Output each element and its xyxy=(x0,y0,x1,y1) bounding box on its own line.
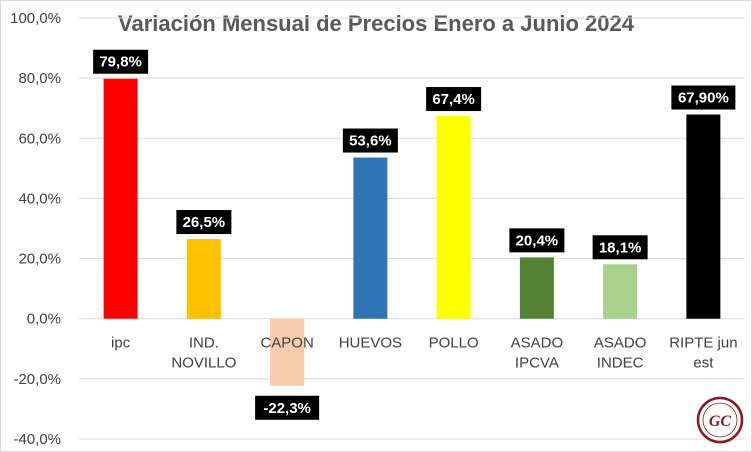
category-label: IND. NOVILLO xyxy=(171,335,236,372)
data-label-box xyxy=(426,87,482,112)
y-tick-label: 100,0% xyxy=(10,10,61,27)
data-label: 20,4% xyxy=(516,232,559,249)
data-label-box xyxy=(671,85,736,110)
y-tick-label: -40,0% xyxy=(13,431,61,448)
chart-title: Variación Mensual de Precios Enero a Jun… xyxy=(118,11,634,36)
y-tick-label: 0,0% xyxy=(27,311,61,328)
gc-logo: GC xyxy=(696,396,744,444)
data-label-box xyxy=(93,49,149,74)
data-label: 67,90% xyxy=(678,90,729,107)
category-label: ipc xyxy=(111,335,131,352)
y-tick-label: -20,0% xyxy=(13,371,61,388)
logo-text: GC xyxy=(709,413,732,430)
data-label: -22,3% xyxy=(263,400,311,417)
data-label-box xyxy=(592,235,648,260)
data-label: 67,4% xyxy=(432,91,475,108)
category-label: RIPTE jun est xyxy=(669,335,737,372)
bar xyxy=(353,157,388,319)
data-label: 18,1% xyxy=(599,239,642,256)
data-label-box xyxy=(342,128,398,153)
bar xyxy=(270,318,305,386)
y-tick-label: 60,0% xyxy=(18,130,61,147)
bar xyxy=(603,264,638,319)
data-label: 53,6% xyxy=(349,133,392,150)
bar xyxy=(186,239,221,319)
category-label: HUEVOS xyxy=(339,335,402,352)
bar xyxy=(436,116,471,319)
bar xyxy=(519,257,554,319)
y-tick-label: 80,0% xyxy=(18,70,61,87)
category-label: ASADO INDEC xyxy=(594,335,647,372)
data-label-box xyxy=(255,395,320,420)
category-label: POLLO xyxy=(429,335,479,352)
data-label: 26,5% xyxy=(183,214,226,231)
category-label: ASADO IPCVA xyxy=(511,335,564,372)
data-label-box xyxy=(176,210,232,235)
data-label-box xyxy=(509,228,565,253)
data-label: 79,8% xyxy=(99,54,142,71)
category-label: CAPON xyxy=(260,335,313,352)
bar xyxy=(686,114,721,319)
y-tick-label: 40,0% xyxy=(18,190,61,207)
bar xyxy=(103,78,138,319)
y-tick-label: 20,0% xyxy=(18,251,61,268)
